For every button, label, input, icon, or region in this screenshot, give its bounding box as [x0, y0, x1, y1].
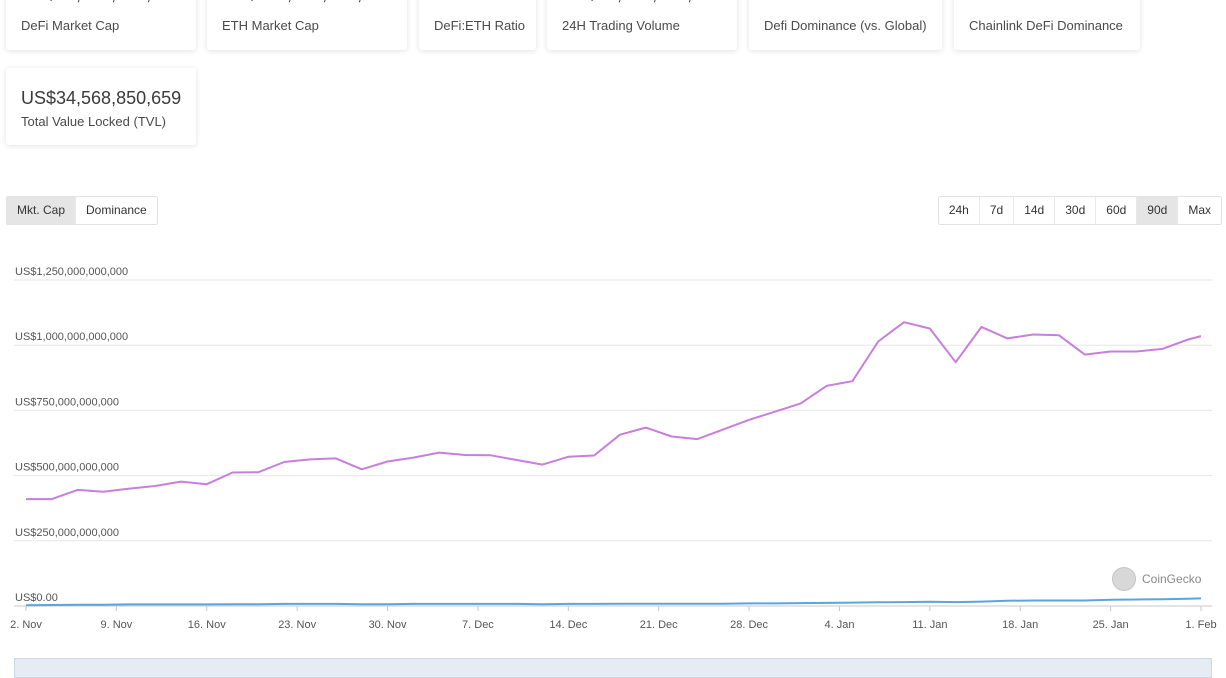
- tab-mkt-cap[interactable]: Mkt. Cap: [7, 197, 77, 224]
- y-tick-label: US$500,000,000,000: [15, 462, 119, 474]
- stat-value: US$51,864,863,663: [21, 0, 181, 5]
- x-tick-label: 14. Dec: [549, 619, 587, 631]
- stat-label: DeFi:ETH Ratio: [434, 18, 526, 33]
- range-button-14d[interactable]: 14d: [1014, 197, 1056, 224]
- coingecko-logo-icon: [1112, 567, 1136, 591]
- tvl-card: US$34,568,850,659 Total Value Locked (TVL…: [6, 68, 196, 145]
- stat-value: 33.2%: [434, 0, 485, 5]
- x-tick-label: 21. Dec: [640, 619, 678, 631]
- range-button-60d[interactable]: 60d: [1096, 197, 1138, 224]
- chart-navigator[interactable]: [14, 658, 1212, 678]
- brand-name: CoinGecko: [1142, 572, 1202, 586]
- range-button-24h[interactable]: 24h: [939, 197, 980, 224]
- stat-label: 24H Trading Volume: [562, 18, 680, 33]
- x-tick-label: 2. Nov: [10, 619, 42, 631]
- x-tick-label: 30. Nov: [369, 619, 407, 631]
- x-tick-label: 23. Nov: [278, 619, 316, 631]
- stat-card: US$156,346,815,332 ETH Market Cap: [207, 0, 407, 50]
- coingecko-watermark: CoinGecko: [1112, 567, 1201, 591]
- y-tick-label: US$0.00: [15, 592, 58, 604]
- view-toggle: Mkt. Cap Dominance: [6, 196, 158, 225]
- series-line-blue: [25, 597, 1202, 607]
- x-tick-label: 9. Nov: [100, 619, 132, 631]
- range-button-max[interactable]: Max: [1188, 203, 1211, 217]
- stat-card: US$12,729,794,497 24H Trading Volume: [547, 0, 737, 50]
- x-tick-label: 11. Jan: [912, 619, 947, 631]
- range-button-30d[interactable]: 30d: [1055, 197, 1097, 224]
- stat-value: 5.0%: [764, 0, 805, 5]
- y-tick-label: US$1,000,000,000,000: [15, 331, 128, 343]
- stat-card: US$51,864,863,663 DeFi Market Cap: [6, 0, 196, 50]
- stat-label: Total Value Locked (TVL): [21, 114, 166, 129]
- x-tick-label: 25. Jan: [1093, 619, 1129, 631]
- stat-value: US$12,729,794,497: [562, 0, 722, 5]
- stat-card: 33.2% DeFi:ETH Ratio: [419, 0, 536, 50]
- x-tick-label: 18. Jan: [1002, 619, 1038, 631]
- range-button-90d[interactable]: 90d: [1137, 197, 1179, 224]
- y-tick-label: US$750,000,000,000: [15, 396, 119, 408]
- stat-card: 5.0% Defi Dominance (vs. Global): [749, 0, 942, 50]
- stat-label: Chainlink DeFi Dominance: [969, 18, 1123, 33]
- series-line-purple: [26, 321, 1202, 501]
- market-cap-chart: US$0.00 US$250,000,000,000 US$500,000,000,…: [10, 266, 1216, 631]
- x-tick-label: 4. Jan: [824, 619, 854, 631]
- x-tick-label: 28. Dec: [730, 619, 768, 631]
- x-tick-label: 16. Nov: [188, 619, 226, 631]
- stat-value: US$34,568,850,659: [21, 88, 182, 108]
- stat-label: ETH Market Cap: [222, 18, 319, 33]
- stat-label: DeFi Market Cap: [21, 18, 120, 33]
- y-tick-label: US$1,250,000,000,000: [15, 266, 128, 278]
- stat-value: 18.5%: [969, 0, 1020, 5]
- stat-label: Defi Dominance (vs. Global): [764, 18, 927, 33]
- y-tick-label: US$250,000,000,000: [15, 527, 119, 539]
- stat-card: 18.5% Chainlink DeFi Dominance: [954, 0, 1140, 50]
- range-button-7d[interactable]: 7d: [980, 197, 1015, 224]
- range-toggle: 24h 7d 14d 30d 60d 90d Max: [937, 196, 1222, 225]
- tab-dominance[interactable]: Dominance: [86, 203, 147, 217]
- x-tick-label: 1. Feb: [1185, 619, 1216, 631]
- x-tick-label: 7. Dec: [462, 619, 494, 631]
- stat-value: US$156,346,815,332: [222, 0, 392, 5]
